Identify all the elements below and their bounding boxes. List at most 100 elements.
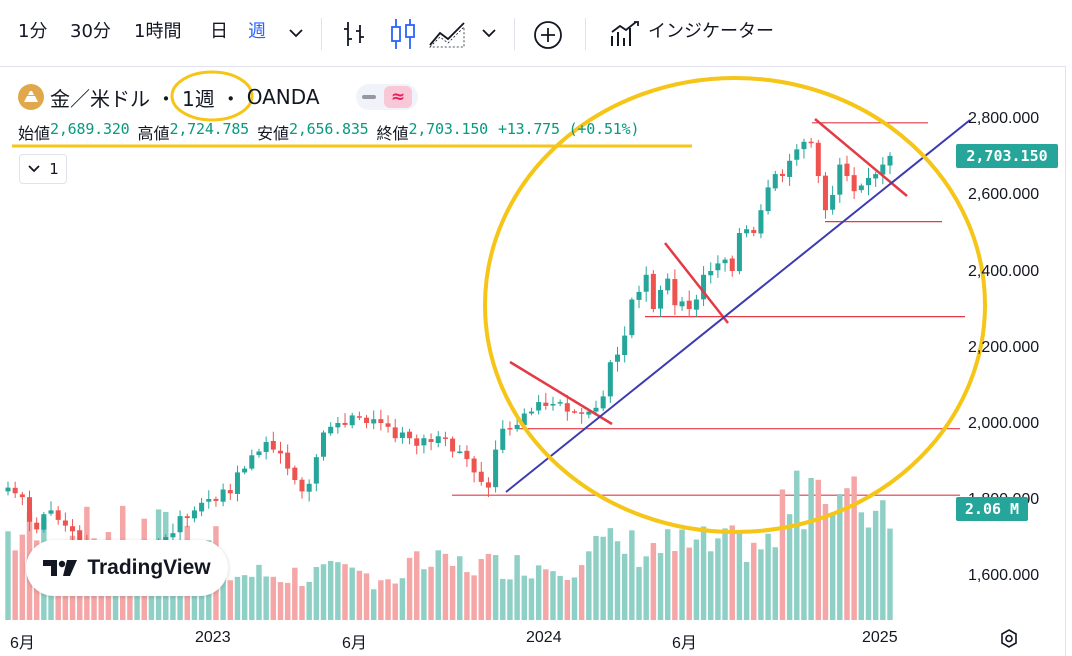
indicators-button[interactable]: インジケーター <box>648 21 774 42</box>
candle-body <box>722 259 728 264</box>
volume-bar <box>241 575 248 620</box>
candle-body <box>744 229 750 234</box>
volume-bar <box>586 551 592 620</box>
volume-bar <box>672 551 678 620</box>
volume-bar <box>600 536 606 620</box>
candle-body <box>622 335 628 356</box>
volume-bar <box>306 581 312 620</box>
toolbar-divider <box>585 18 586 50</box>
volume-bar <box>614 541 621 620</box>
candle-body <box>507 428 513 430</box>
candle-body <box>650 273 656 309</box>
volume-bar <box>457 556 463 620</box>
volume-bar <box>385 579 391 620</box>
chevron-down-icon[interactable] <box>288 26 304 40</box>
volume-bar <box>220 561 226 620</box>
candle-body <box>801 141 807 150</box>
symbol-interval: 1週 <box>182 86 215 111</box>
volume-bar <box>249 576 255 620</box>
candle-body <box>414 438 420 446</box>
indicator-count: 1 <box>49 160 59 178</box>
candle-body <box>521 413 527 426</box>
candle-body <box>371 419 377 424</box>
candle-body <box>564 403 570 412</box>
candle-body <box>579 412 585 414</box>
candle-body <box>442 437 448 439</box>
candle-body <box>421 438 427 446</box>
volume-bar <box>227 580 234 620</box>
volume-bar <box>636 566 642 620</box>
candle-body <box>263 442 269 452</box>
interval-1h[interactable]: 1時間 <box>134 21 182 42</box>
volume-bar <box>593 535 599 620</box>
volume-bar <box>378 580 384 620</box>
candle-body <box>880 164 886 175</box>
interval-1w[interactable]: 週 <box>248 21 266 42</box>
low-label: 安値 <box>257 124 290 143</box>
volume-bar <box>851 476 857 620</box>
last-price-tag: 2,703.150 <box>956 144 1058 168</box>
candle-body <box>270 440 276 450</box>
candle-body <box>736 233 742 272</box>
price-tick: 2,200.000 <box>968 339 1040 356</box>
candle-body <box>27 497 33 522</box>
volume-bar <box>263 576 269 620</box>
tradingview-logo-icon <box>43 560 78 576</box>
candle-body <box>199 502 205 512</box>
volume-bar <box>815 479 822 620</box>
volume-bar <box>270 576 277 620</box>
indicator-collapse-button[interactable]: 1 <box>19 154 67 184</box>
volume-bar <box>478 559 484 620</box>
volume-bar <box>872 510 879 620</box>
bar-chart-icon[interactable] <box>340 19 370 49</box>
volume-bar <box>686 547 692 620</box>
volume-bar <box>693 539 700 620</box>
price-tick: 1,600.000 <box>968 567 1040 584</box>
candle-body <box>607 362 613 397</box>
interval-30m[interactable]: 30分 <box>70 21 111 42</box>
candle-body <box>500 428 506 450</box>
candle-body <box>342 422 348 425</box>
volume-bar <box>650 542 657 620</box>
delayed-data-icon: ≈ <box>384 86 412 108</box>
candle-body <box>378 419 384 423</box>
candle-body <box>206 499 212 502</box>
volume-bar <box>715 538 721 620</box>
candle-body <box>550 404 556 406</box>
volume-bar <box>880 500 886 620</box>
candle-body <box>77 530 83 541</box>
volume-bar <box>471 575 477 620</box>
volume-bar <box>550 571 556 620</box>
chevron-down-icon[interactable] <box>481 26 497 40</box>
candle-body <box>249 455 255 469</box>
candle-body <box>385 423 391 427</box>
close-label: 終値 <box>376 124 409 143</box>
volume-bar <box>578 565 585 620</box>
candle-body <box>822 175 828 211</box>
symbol-legend[interactable]: 金／米ドル ・ 1週 ・ OANDA <box>18 82 320 112</box>
candle-body <box>679 301 685 307</box>
tradingview-logo[interactable]: TradingView <box>26 540 228 596</box>
time-tick: 2024 <box>526 629 562 646</box>
interval-1d[interactable]: 日 <box>210 21 228 42</box>
volume-bar <box>564 579 571 620</box>
candle-body <box>629 299 635 336</box>
area-chart-icon[interactable] <box>428 19 468 49</box>
symbol-exchange: OANDA <box>246 85 320 109</box>
candle-body <box>70 526 76 532</box>
legend-status-pill[interactable]: ≈ <box>356 84 418 110</box>
add-circle-icon[interactable] <box>532 19 564 51</box>
indicators-icon[interactable] <box>608 18 640 50</box>
candle-body <box>708 271 714 276</box>
chart-settings-icon[interactable] <box>998 628 1020 650</box>
candle-body <box>536 402 542 411</box>
candlestick-icon[interactable] <box>388 17 418 51</box>
toolbar-divider <box>321 18 322 50</box>
uptrend-line <box>505 119 971 493</box>
volume-bar <box>664 529 671 620</box>
candle-body <box>407 431 413 439</box>
volume-bar <box>772 547 778 620</box>
volume-bar <box>822 503 829 620</box>
interval-1m[interactable]: 1分 <box>18 21 48 42</box>
candle-body <box>392 427 398 439</box>
